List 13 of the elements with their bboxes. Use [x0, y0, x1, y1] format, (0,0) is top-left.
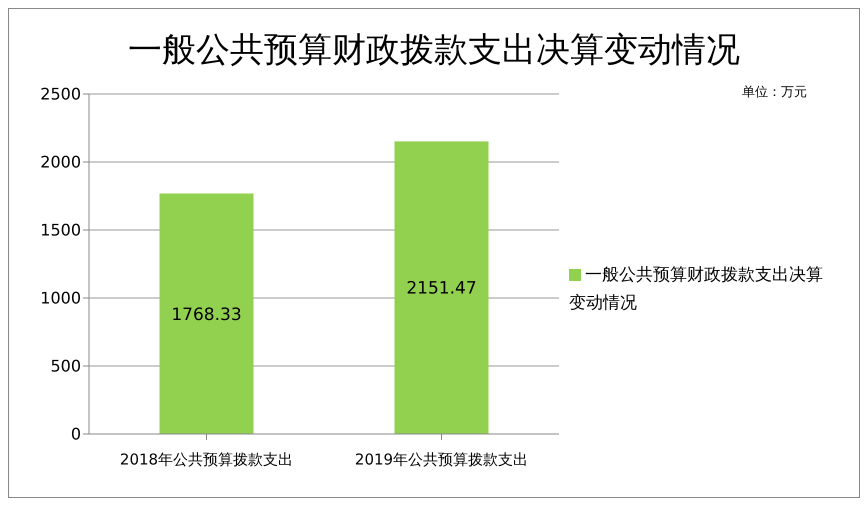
y-tick-label: 1500 [40, 220, 81, 240]
y-tick-label: 500 [50, 356, 81, 376]
chart-title: 一般公共预算财政拨款支出决算变动情况 [127, 29, 741, 72]
y-tick-label: 2500 [40, 84, 81, 104]
y-tick-label: 1000 [40, 288, 81, 308]
y-tick-label: 0 [70, 424, 81, 444]
data-label: 1768.33 [171, 304, 242, 325]
y-tick-label: 2000 [40, 152, 81, 172]
text: 单位：万元 [742, 84, 807, 101]
x-tick-label: 2019年公共预算拨款支出 [354, 450, 528, 469]
legend-label: 一般公共预算财政拨款支出决算变动情况 [569, 265, 823, 313]
x-tick-label: 2018年公共预算拨款支出 [120, 450, 294, 469]
data-label: 2151.47 [406, 278, 477, 299]
